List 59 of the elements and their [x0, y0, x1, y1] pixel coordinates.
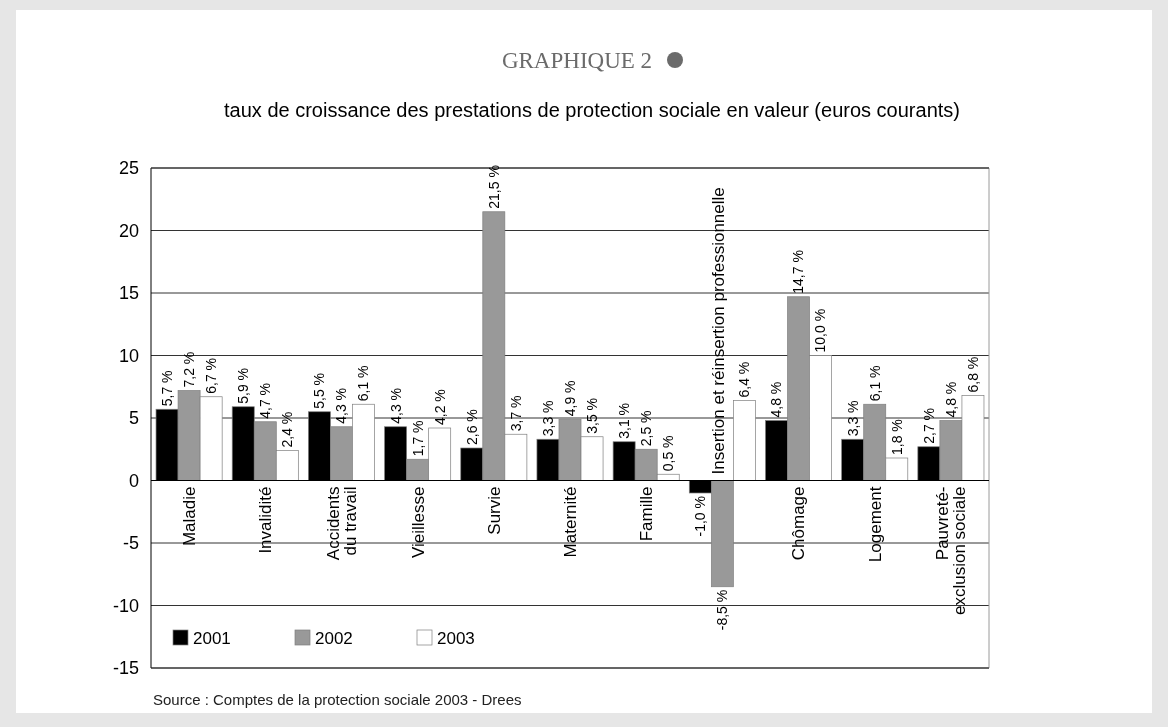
chart-title: GRAPHIQUE 2 — [501, 48, 653, 73]
x-tick-label: Vieillesse — [408, 486, 428, 559]
data-label: 5,7 % — [158, 370, 175, 407]
data-label: 3,3 % — [844, 400, 861, 437]
data-label: 3,3 % — [539, 400, 556, 437]
x-tick-label: Insertion et réinsertion professionnelle — [709, 187, 729, 475]
x-tick-label: Accidents du travail — [323, 486, 360, 561]
data-label: 4,7 % — [257, 382, 274, 419]
data-label: 4,2 % — [431, 389, 448, 425]
x-tick-label: Invalidité — [256, 486, 276, 554]
x-tick-label: Logement — [865, 486, 885, 563]
y-tick-label: 25 — [118, 158, 139, 179]
x-tick-label: Maladie — [180, 486, 200, 547]
data-label: 0,5 % — [660, 435, 677, 472]
data-label: 1,7 % — [409, 420, 426, 457]
y-tick-label: 5 — [128, 408, 139, 429]
data-label: 6,8 % — [964, 356, 981, 393]
data-label: 1,8 % — [888, 419, 905, 455]
data-label: 6,1 % — [355, 365, 372, 402]
legend-label: 2002 — [315, 628, 353, 648]
data-label: 2,6 % — [463, 409, 480, 445]
data-label: 6,4 % — [736, 361, 753, 398]
data-label: 7,2 % — [180, 351, 197, 388]
source-note: Source : Comptes de la protection sociale 2003 - Drees — [153, 691, 522, 708]
x-tick-label: Famille — [637, 486, 657, 542]
y-tick-label: -10 — [112, 595, 139, 616]
data-label: 2,5 % — [638, 410, 655, 447]
chart-subtitle: taux de croissance des prestations de protection sociale en valeur (euros courants) — [224, 99, 960, 121]
y-tick-label: -15 — [112, 658, 139, 679]
data-label: 6,1 % — [866, 365, 883, 402]
data-label: 14,7 % — [790, 250, 807, 294]
y-tick-label: -5 — [122, 533, 139, 554]
y-tick-label: 15 — [118, 283, 139, 304]
data-label: 2,7 % — [920, 407, 937, 444]
data-label: 21,5 % — [485, 165, 502, 209]
data-label: 3,1 % — [616, 402, 633, 439]
y-tick-label: 10 — [118, 345, 139, 366]
data-label: 4,8 % — [942, 381, 959, 418]
y-tick-label: 0 — [128, 470, 139, 491]
data-label: -1,0 % — [692, 496, 709, 537]
data-label: 3,5 % — [583, 397, 600, 434]
data-label: 4,8 % — [768, 381, 785, 418]
data-label: 6,7 % — [203, 357, 220, 394]
data-label: 4,3 % — [387, 387, 404, 424]
x-tick-label: Chômage — [789, 486, 809, 561]
data-label: -8,5 % — [714, 589, 731, 631]
legend-label: 2001 — [193, 628, 231, 648]
data-label: 4,9 % — [561, 380, 578, 417]
y-tick-label: 20 — [118, 220, 139, 241]
legend-label: 2003 — [437, 628, 475, 648]
x-tick-label: Maternité — [560, 486, 580, 558]
data-label: 5,5 % — [311, 372, 328, 409]
data-label: 10,0 % — [812, 308, 829, 353]
x-tick-label: Survie — [484, 486, 504, 535]
data-label: 3,7 % — [507, 395, 524, 432]
data-label: 4,3 % — [333, 387, 350, 424]
x-tick-label: Pauvreté-exclusion sociale — [933, 486, 970, 616]
data-label: 5,9 % — [235, 367, 252, 404]
data-label: 2,4 % — [279, 411, 296, 448]
